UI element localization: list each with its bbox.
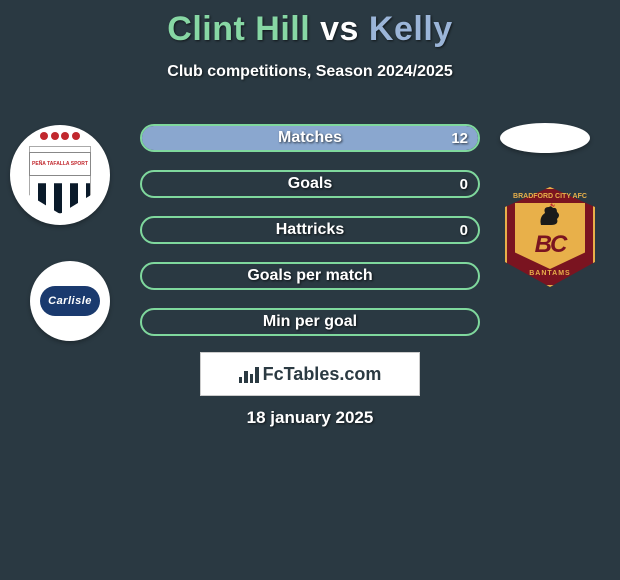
stat-label: Hattricks — [276, 221, 344, 239]
stat-row: Min per goal — [140, 308, 480, 336]
stat-label: Goals per match — [247, 267, 372, 285]
carlisle-logo-icon: Carlisle — [40, 286, 100, 316]
stat-row: Goals 0 — [140, 170, 480, 198]
club-crest-left: PEÑA TAFALLA SPORT — [10, 125, 110, 225]
club-crest-right-oval — [500, 123, 590, 153]
club-crest-bradford: BRADFORD CITY AFC BC BANTAMS — [500, 182, 600, 292]
stat-value-right: 0 — [460, 176, 468, 193]
stat-row: Matches 12 — [140, 124, 480, 152]
bradford-bottom-text: BANTAMS — [505, 270, 595, 277]
stats-container: Matches 12 Goals 0 Hattricks 0 Goals per… — [140, 124, 480, 354]
vs-text: vs — [320, 10, 359, 48]
stat-row: Goals per match — [140, 262, 480, 290]
stat-row: Hattricks 0 — [140, 216, 480, 244]
stat-label: Goals — [288, 175, 332, 193]
tafalla-crest-icon: PEÑA TAFALLA SPORT — [25, 134, 95, 216]
stat-label: Matches — [278, 129, 342, 147]
fctables-banner[interactable]: FcTables.com — [200, 352, 420, 396]
bradford-center-text: BC — [505, 231, 595, 259]
fctables-text: FcTables.com — [263, 364, 382, 385]
player2-name: Kelly — [369, 10, 453, 48]
bradford-crest-icon: BRADFORD CITY AFC BC BANTAMS — [505, 187, 595, 287]
club-crest-carlisle: Carlisle — [30, 261, 110, 341]
rooster-icon — [535, 203, 565, 229]
stat-label: Min per goal — [263, 313, 357, 331]
crest-banner-text: PEÑA TAFALLA SPORT — [29, 152, 91, 176]
comparison-title: Clint Hill vs Kelly — [0, 0, 620, 49]
bars-icon — [239, 365, 259, 383]
stat-value-right: 12 — [451, 130, 468, 147]
player1-name: Clint Hill — [167, 10, 310, 48]
stat-value-right: 0 — [460, 222, 468, 239]
subtitle: Club competitions, Season 2024/2025 — [0, 63, 620, 81]
date-text: 18 january 2025 — [0, 408, 620, 428]
bradford-top-text: BRADFORD CITY AFC — [505, 193, 595, 200]
